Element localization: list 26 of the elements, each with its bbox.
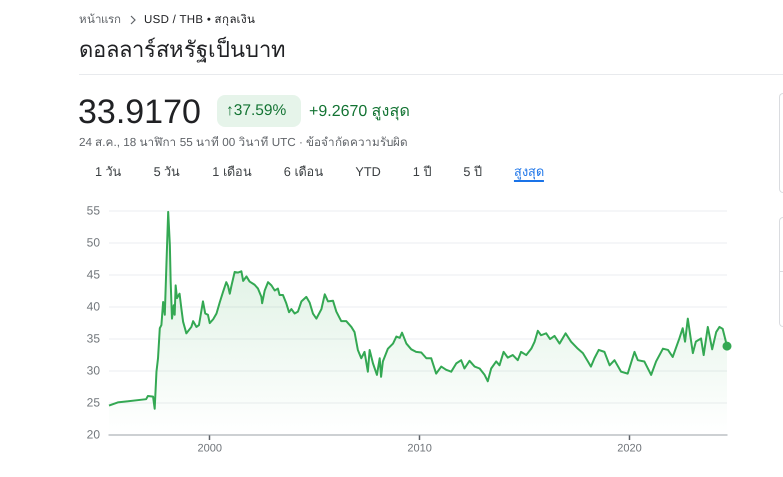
text: 1 เดือน	[212, 164, 252, 180]
y-tick-label: 35	[86, 331, 100, 346]
badge: ↑37.59%	[217, 95, 301, 127]
y-tick-label: 20	[86, 427, 100, 442]
text: 6 เดือน	[284, 164, 324, 180]
y-tick-label: 55	[86, 204, 100, 218]
text: 1 วัน	[95, 164, 122, 180]
text: สูงสุด	[514, 164, 544, 180]
y-tick-label: 40	[86, 299, 100, 314]
text: YTD	[355, 164, 381, 180]
text: 24 ส.ค., 18 นาฬิกา 55 นาที 00 วินาที UTC · ข้อจำกัดความรับผิด	[79, 135, 408, 151]
text: 1 ปี	[412, 164, 432, 180]
x-tick-label: 2010	[407, 442, 432, 455]
text: +9.2670 สูงสุด	[309, 102, 410, 122]
text: 5 วัน	[154, 164, 180, 180]
text: USD / THB • สกุลเงิน	[144, 12, 256, 28]
x-tick-label: 2020	[617, 442, 642, 455]
text: 5 ปี	[463, 164, 482, 180]
y-tick-label: 25	[86, 395, 100, 410]
y-tick-label: 30	[86, 363, 100, 378]
text: หน้าแรก	[79, 12, 121, 28]
text: 33.9170	[78, 93, 201, 131]
x-tick-label: 2000	[197, 442, 222, 455]
y-tick-label: 50	[86, 235, 100, 250]
y-tick-label: 45	[86, 267, 100, 282]
chart-title: ดอลลาร์สหรัฐเป็นบาท	[79, 36, 286, 64]
